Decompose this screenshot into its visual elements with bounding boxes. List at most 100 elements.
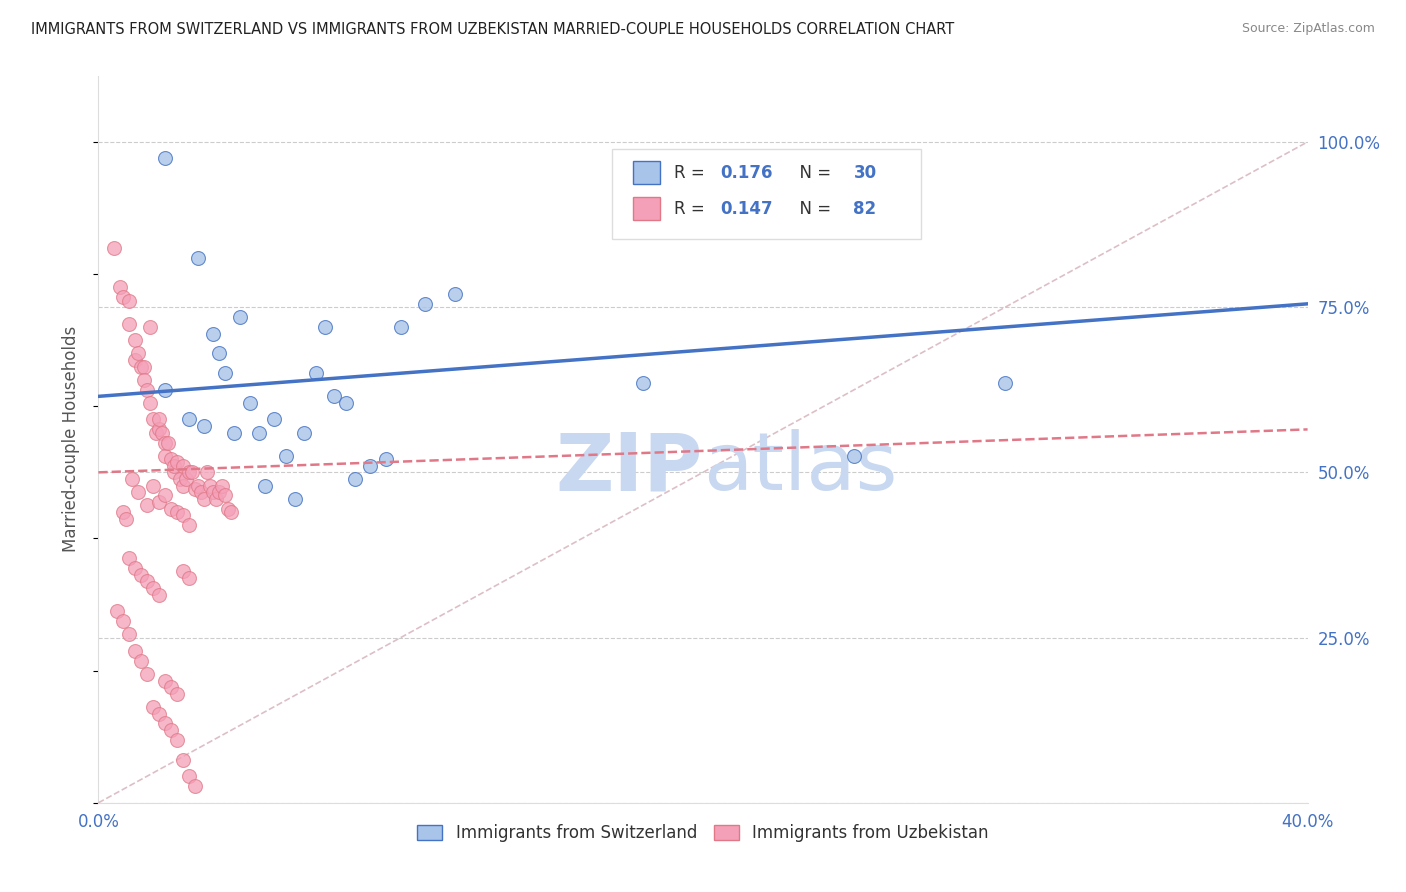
- Point: [335, 396, 357, 410]
- Point: [153, 673, 176, 688]
- Point: [142, 478, 165, 492]
- Point: [160, 680, 183, 694]
- Point: [172, 753, 194, 767]
- Point: [360, 458, 382, 473]
- Text: R =: R =: [675, 200, 710, 218]
- Point: [169, 472, 191, 486]
- Text: N =: N =: [789, 200, 837, 218]
- Point: [129, 359, 152, 374]
- Point: [172, 458, 194, 473]
- Point: [239, 396, 262, 410]
- Point: [224, 425, 246, 440]
- Point: [127, 485, 149, 500]
- Point: [274, 449, 297, 463]
- Point: [139, 396, 162, 410]
- Bar: [633, 161, 659, 184]
- Point: [153, 383, 176, 397]
- Point: [323, 389, 346, 403]
- Point: [145, 425, 167, 440]
- Point: [305, 366, 328, 380]
- Point: [142, 581, 165, 595]
- Point: [994, 376, 1017, 391]
- Text: Source: ZipAtlas.com: Source: ZipAtlas.com: [1241, 22, 1375, 36]
- Point: [118, 551, 141, 566]
- Point: [142, 412, 165, 426]
- Point: [208, 346, 231, 360]
- Point: [129, 654, 152, 668]
- Point: [179, 412, 201, 426]
- Point: [135, 499, 157, 513]
- Text: 0.176: 0.176: [720, 163, 773, 181]
- Point: [202, 326, 225, 341]
- Point: [292, 425, 315, 440]
- Point: [111, 290, 134, 304]
- Point: [135, 574, 157, 589]
- Text: 0.147: 0.147: [720, 200, 773, 218]
- Point: [153, 435, 176, 450]
- Point: [148, 588, 170, 602]
- Text: atlas: atlas: [703, 429, 897, 508]
- Point: [844, 449, 866, 463]
- Point: [124, 353, 146, 368]
- Point: [253, 478, 276, 492]
- Point: [118, 293, 141, 308]
- Point: [163, 458, 186, 473]
- Point: [184, 482, 207, 496]
- Point: [314, 320, 336, 334]
- Point: [374, 452, 396, 467]
- Point: [148, 495, 170, 509]
- Text: ZIP: ZIP: [555, 429, 703, 508]
- Point: [160, 501, 183, 516]
- Point: [166, 455, 188, 469]
- Point: [229, 310, 252, 324]
- Point: [153, 152, 176, 166]
- Point: [135, 667, 157, 681]
- Point: [221, 505, 243, 519]
- Point: [181, 466, 204, 480]
- Text: R =: R =: [675, 163, 710, 181]
- Point: [148, 422, 170, 436]
- Point: [444, 287, 467, 301]
- Point: [179, 769, 201, 783]
- Point: [389, 320, 412, 334]
- Point: [160, 452, 183, 467]
- Point: [187, 251, 209, 265]
- Y-axis label: Married-couple Households: Married-couple Households: [62, 326, 80, 552]
- Point: [124, 644, 146, 658]
- Point: [150, 425, 173, 440]
- Point: [160, 723, 183, 737]
- Point: [132, 359, 155, 374]
- Point: [103, 241, 125, 255]
- Point: [132, 373, 155, 387]
- Point: [193, 419, 215, 434]
- Point: [214, 488, 236, 502]
- Point: [413, 297, 436, 311]
- Point: [344, 472, 367, 486]
- Point: [108, 280, 131, 294]
- Point: [127, 346, 149, 360]
- Point: [179, 571, 201, 585]
- Point: [166, 505, 188, 519]
- Point: [179, 466, 201, 480]
- Point: [214, 366, 236, 380]
- Point: [166, 733, 188, 747]
- Point: [172, 565, 194, 579]
- Point: [190, 485, 212, 500]
- Point: [247, 425, 270, 440]
- Point: [172, 478, 194, 492]
- Point: [163, 466, 186, 480]
- Point: [114, 511, 136, 525]
- Point: [148, 706, 170, 721]
- Point: [174, 472, 197, 486]
- Point: [153, 716, 176, 731]
- Point: [179, 518, 201, 533]
- Point: [121, 472, 143, 486]
- FancyBboxPatch shape: [613, 148, 921, 239]
- Point: [118, 627, 141, 641]
- Point: [118, 317, 141, 331]
- Point: [263, 412, 285, 426]
- Point: [153, 488, 176, 502]
- Point: [205, 491, 228, 506]
- Point: [105, 604, 128, 618]
- Point: [631, 376, 654, 391]
